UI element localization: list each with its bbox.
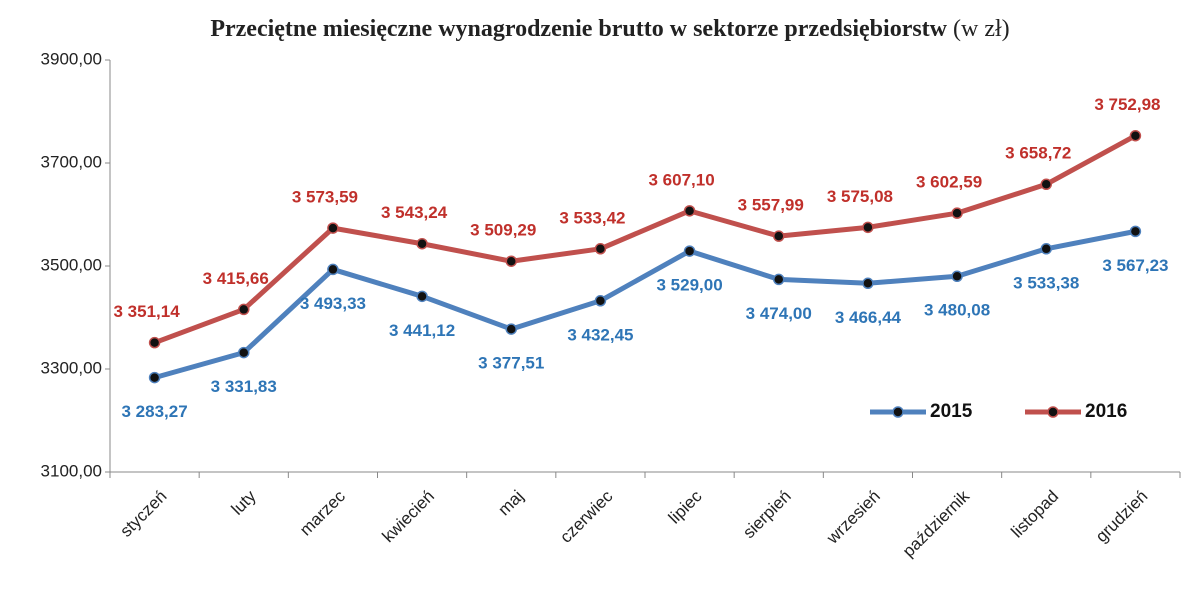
legend-label: 2016 (1085, 401, 1127, 422)
marker (773, 273, 785, 286)
marker (327, 263, 339, 276)
marker (683, 245, 696, 257)
marker (148, 336, 161, 349)
data-label: 3 607,10 (648, 170, 714, 189)
marker (951, 270, 963, 283)
y-tick-label: 3300,00 (41, 358, 102, 377)
legend-marker (1047, 406, 1059, 418)
marker (148, 371, 161, 384)
marker (505, 255, 517, 267)
marker (594, 295, 607, 307)
series-line (153, 228, 1136, 381)
marker (1040, 243, 1052, 255)
marker (1129, 129, 1142, 142)
x-tick-label: wrzesień (822, 487, 884, 549)
x-tick-label: czerwiec (556, 486, 617, 547)
marker (773, 230, 785, 242)
data-label: 3 752,98 (1094, 95, 1160, 114)
series-line (153, 133, 1137, 346)
data-label: 3 283,27 (121, 402, 187, 421)
legend-label: 2015 (930, 401, 973, 422)
chart-title: Przeciętne miesięczne wynagrodzenie brut… (210, 16, 1009, 42)
data-label: 3 658,72 (1005, 144, 1071, 163)
marker (594, 243, 607, 255)
data-label: 3 415,66 (203, 269, 269, 288)
title: Przeciętne miesięczne wynagrodzenie brut… (210, 16, 947, 42)
data-label: 3 602,59 (916, 173, 982, 192)
x-tick-label: lipiec (665, 486, 706, 527)
y-tick-label: 3700,00 (41, 152, 102, 171)
x-tick-label: sierpień (739, 487, 795, 543)
marker (862, 221, 874, 234)
x-tick-label: luty (228, 486, 260, 518)
legend-marker (892, 406, 904, 418)
x-tick-label: maj (494, 487, 527, 520)
marker (862, 277, 874, 290)
marker (683, 205, 696, 217)
data-label: 3 533,38 (1013, 273, 1079, 292)
marker (416, 237, 428, 250)
x-tick-label: październik (899, 486, 974, 561)
x-tick-label: styczeń (116, 487, 170, 541)
marker (327, 222, 339, 234)
data-label: 3 493,33 (300, 294, 366, 313)
y-tick-label: 3500,00 (41, 255, 102, 274)
data-label: 3 557,99 (738, 196, 804, 215)
data-label: 3 567,23 (1102, 256, 1168, 275)
marker (951, 207, 963, 219)
x-tick-label: marzec (296, 486, 349, 539)
marker (238, 346, 250, 359)
data-label: 3 509,29 (470, 221, 536, 240)
x-tick-label: listopad (1007, 487, 1062, 542)
data-label: 3 573,59 (292, 188, 358, 207)
x-tick-label: kwiecień (379, 487, 439, 547)
data-label: 3 432,45 (567, 325, 633, 344)
data-label: 3 441,12 (389, 321, 455, 340)
data-label: 3 377,51 (478, 354, 544, 373)
data-label: 3 351,14 (113, 302, 180, 321)
marker (416, 290, 428, 303)
marker (1129, 225, 1142, 238)
marker (1040, 178, 1052, 191)
data-label: 3 474,00 (746, 304, 812, 323)
subtitle: (w zł) (953, 16, 1010, 42)
data-label: 3 543,24 (381, 203, 448, 222)
x-tick-label: grudzień (1092, 487, 1152, 547)
data-label: 3 466,44 (835, 308, 902, 327)
data-label: 3 575,08 (827, 187, 893, 206)
marker (238, 303, 250, 316)
marker (505, 323, 517, 335)
data-label: 3 533,42 (559, 208, 625, 227)
data-label: 3 331,83 (211, 377, 277, 396)
y-tick-label: 3100,00 (41, 461, 102, 480)
data-label: 3 529,00 (656, 276, 722, 295)
data-label: 3 480,08 (924, 301, 990, 320)
y-tick-label: 3900,00 (41, 49, 102, 68)
